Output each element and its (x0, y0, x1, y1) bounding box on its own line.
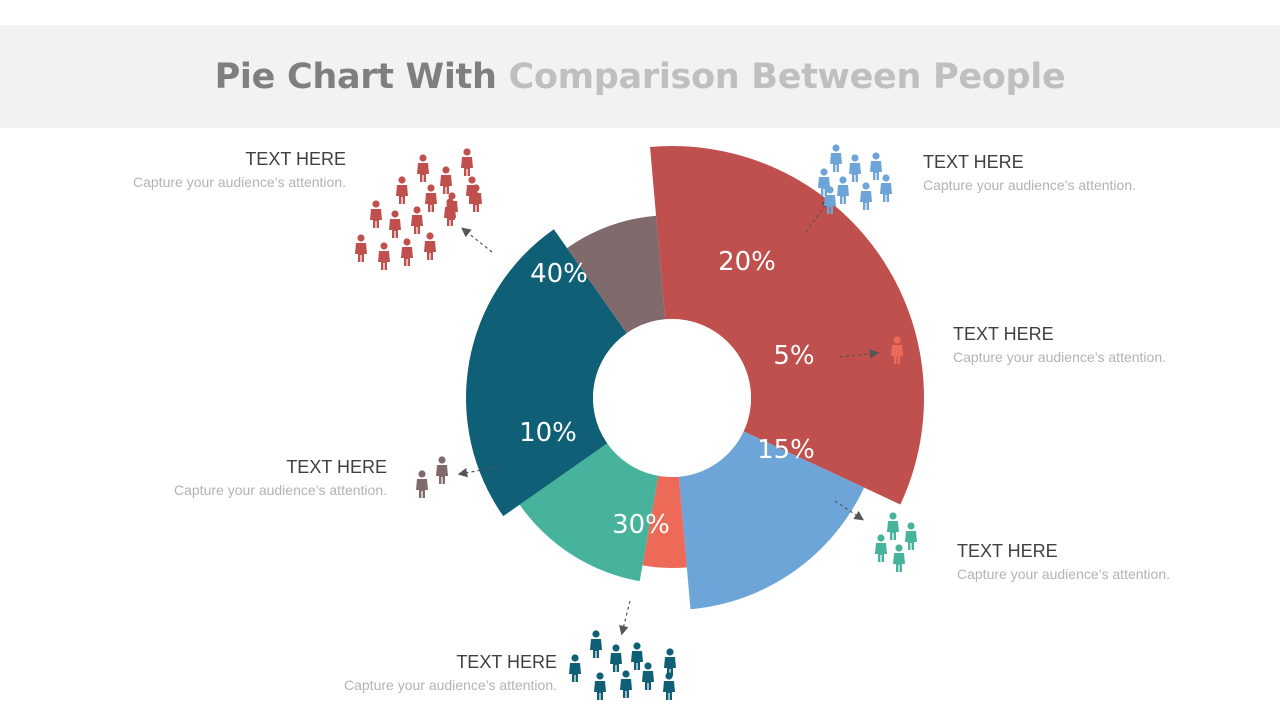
pointer-arrow-40 (461, 227, 493, 253)
person-icon (370, 200, 382, 228)
slice-label-40: 40% (530, 259, 588, 289)
person-icon (620, 670, 632, 698)
caption-head: TEXT HERE (456, 652, 557, 672)
person-icon (891, 336, 903, 364)
caption-sub: Capture your audience’s attention. (174, 482, 387, 498)
person-icon (870, 152, 882, 180)
person-icon (416, 470, 428, 498)
slice-label-30: 30% (612, 510, 670, 540)
caption-head: TEXT HERE (286, 457, 387, 477)
slice-15 (519, 443, 659, 582)
person-icon (569, 654, 581, 682)
caption-head: TEXT HERE (923, 152, 1024, 172)
pointer-arrow-5 (839, 349, 880, 359)
title-banner: Pie Chart With Comparison Between People (0, 25, 1280, 128)
slice-label-10: 10% (519, 418, 577, 448)
person-icon (425, 184, 437, 212)
person-icon (389, 210, 401, 238)
donut-hole (593, 319, 751, 477)
person-icon (440, 166, 452, 194)
person-icon (590, 630, 602, 658)
person-icon (875, 534, 887, 562)
person-icon (594, 672, 606, 700)
caption-head: TEXT HERE (953, 324, 1054, 344)
caption-slice-15: TEXT HERE Capture your audience’s attent… (957, 540, 1217, 584)
person-icon (424, 232, 436, 260)
person-icon (417, 154, 429, 182)
person-icon (663, 672, 675, 700)
caption-slice-20: TEXT HERE Capture your audience’s attent… (923, 151, 1183, 195)
person-icon (824, 186, 836, 214)
person-icon (461, 148, 473, 176)
slice-40 (650, 145, 925, 505)
person-icon (378, 242, 390, 270)
slice-20 (678, 431, 865, 610)
person-icon (444, 198, 456, 226)
person-icon (642, 662, 654, 690)
slice-label-20: 20% (718, 247, 776, 277)
caption-sub: Capture your audience’s attention. (923, 177, 1136, 193)
caption-sub: Capture your audience’s attention. (953, 349, 1166, 365)
slice-5 (642, 475, 687, 568)
person-icon (631, 642, 643, 670)
title-part-1: Pie Chart With (214, 56, 497, 97)
caption-sub: Capture your audience’s attention. (133, 174, 346, 190)
caption-head: TEXT HERE (245, 149, 346, 169)
person-icon (830, 144, 842, 172)
caption-slice-30: TEXT HERE Capture your audience’s attent… (297, 651, 557, 695)
person-icon (905, 522, 917, 550)
person-icon (610, 644, 622, 672)
caption-slice-40: TEXT HERE Capture your audience’s attent… (86, 148, 346, 192)
slice-label-15: 15% (757, 435, 815, 465)
pointer-arrow-30 (619, 600, 631, 636)
person-icon (401, 238, 413, 266)
person-icon (436, 456, 448, 484)
person-icon (411, 206, 423, 234)
person-icon (887, 512, 899, 540)
slice-10 (567, 215, 666, 334)
caption-head: TEXT HERE (957, 541, 1058, 561)
person-icon (860, 182, 872, 210)
caption-slice-10: TEXT HERE Capture your audience’s attent… (127, 456, 387, 500)
person-icon (466, 176, 478, 204)
pointer-arrow-10 (457, 466, 499, 478)
person-icon (880, 174, 892, 202)
page-title: Pie Chart With Comparison Between People (215, 57, 1066, 97)
caption-slice-5: TEXT HERE Capture your audience’s attent… (953, 323, 1213, 367)
person-icon (396, 176, 408, 204)
caption-sub: Capture your audience’s attention. (957, 566, 1170, 582)
caption-sub: Capture your audience’s attention. (344, 677, 557, 693)
slice-label-5: 5% (773, 341, 814, 371)
slice-30 (466, 229, 627, 517)
person-icon (355, 234, 367, 262)
person-icon (849, 154, 861, 182)
title-part-2: Comparison Between People (508, 56, 1066, 97)
person-icon (837, 176, 849, 204)
person-icon (664, 648, 676, 676)
person-icon (893, 544, 905, 572)
